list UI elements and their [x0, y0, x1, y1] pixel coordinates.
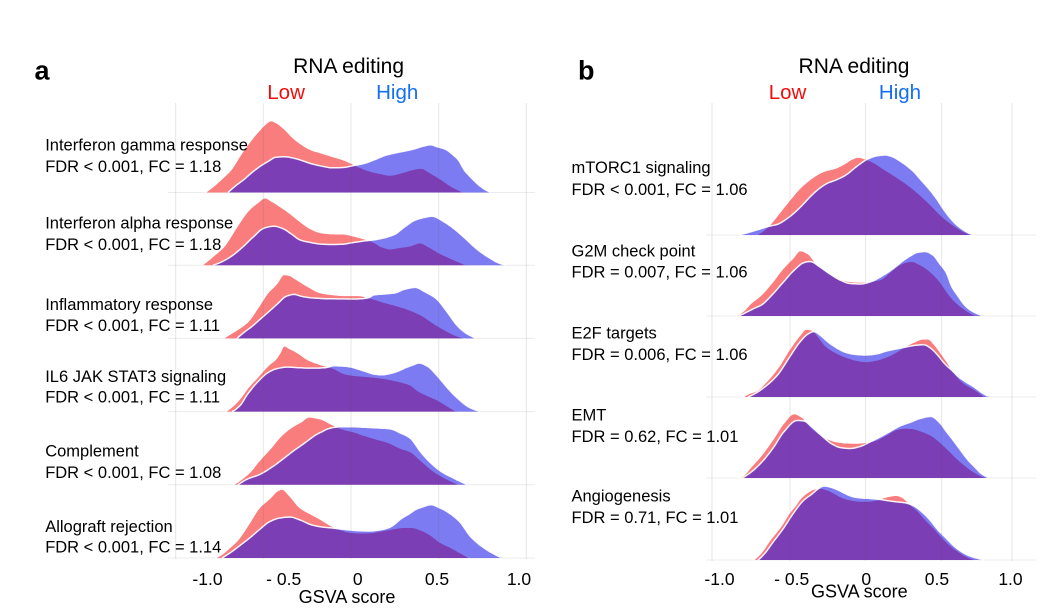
- svg-text:Inflammatory response: Inflammatory response: [45, 296, 213, 314]
- svg-text:E2F targets: E2F targets: [572, 325, 657, 343]
- svg-text:GSVA score: GSVA score: [299, 587, 396, 607]
- svg-text:Interferon gamma response: Interferon gamma response: [45, 137, 248, 155]
- svg-text:High: High: [879, 81, 921, 104]
- svg-text:FDR < 0.001, FC = 1.14: FDR < 0.001, FC = 1.14: [45, 539, 221, 557]
- svg-text:FDR = 0.006, FC = 1.06: FDR = 0.006, FC = 1.06: [572, 346, 748, 364]
- svg-text:0: 0: [353, 569, 363, 589]
- svg-text:FDR < 0.001, FC = 1.08: FDR < 0.001, FC = 1.08: [45, 464, 221, 482]
- svg-text:0.5: 0.5: [925, 569, 949, 589]
- svg-text:1.0: 1.0: [998, 569, 1023, 589]
- svg-text:0: 0: [861, 569, 871, 589]
- svg-text:Interferon alpha response: Interferon alpha response: [45, 215, 233, 233]
- svg-text:FDR < 0.001, FC = 1.11: FDR < 0.001, FC = 1.11: [45, 317, 220, 335]
- svg-text:-1.0: -1.0: [704, 569, 734, 589]
- svg-text:0.5: 0.5: [425, 569, 449, 589]
- svg-text:EMT: EMT: [572, 407, 607, 425]
- svg-text:a: a: [35, 56, 51, 86]
- svg-text:FDR < 0.001, FC = 1.18: FDR < 0.001, FC = 1.18: [45, 158, 221, 176]
- svg-text:RNA editing: RNA editing: [799, 55, 910, 78]
- svg-text:b: b: [578, 56, 595, 86]
- svg-text:-1.0: -1.0: [192, 569, 222, 589]
- svg-text:Allograft rejection: Allograft rejection: [45, 518, 172, 536]
- svg-text:FDR = 0.71, FC = 1.01: FDR = 0.71, FC = 1.01: [572, 509, 739, 527]
- svg-text:mTORC1 signaling: mTORC1 signaling: [572, 159, 711, 177]
- svg-text:Complement: Complement: [45, 443, 139, 461]
- svg-text:High: High: [376, 81, 418, 104]
- svg-text:GSVA score: GSVA score: [811, 582, 908, 602]
- svg-text:FDR = 0.007, FC = 1.06: FDR = 0.007, FC = 1.06: [572, 264, 748, 282]
- svg-text:Angiogenesis: Angiogenesis: [572, 487, 671, 505]
- svg-text:1.0: 1.0: [507, 569, 532, 589]
- svg-text:IL6 JAK STAT3 signaling: IL6 JAK STAT3 signaling: [45, 368, 226, 386]
- svg-text:- 0.5: - 0.5: [774, 569, 809, 589]
- svg-text:Low: Low: [769, 81, 807, 104]
- svg-text:FDR < 0.001, FC = 1.18: FDR < 0.001, FC = 1.18: [45, 236, 221, 254]
- svg-text:FDR < 0.001, FC = 1.06: FDR < 0.001, FC = 1.06: [572, 181, 748, 199]
- svg-text:- 0.5: - 0.5: [266, 569, 301, 589]
- svg-text:FDR < 0.001, FC = 1.11: FDR < 0.001, FC = 1.11: [45, 388, 220, 406]
- svg-text:G2M check point: G2M check point: [572, 242, 696, 260]
- svg-text:RNA editing: RNA editing: [293, 55, 404, 78]
- svg-text:FDR = 0.62, FC = 1.01: FDR = 0.62, FC = 1.01: [572, 428, 739, 446]
- svg-text:Low: Low: [267, 81, 305, 104]
